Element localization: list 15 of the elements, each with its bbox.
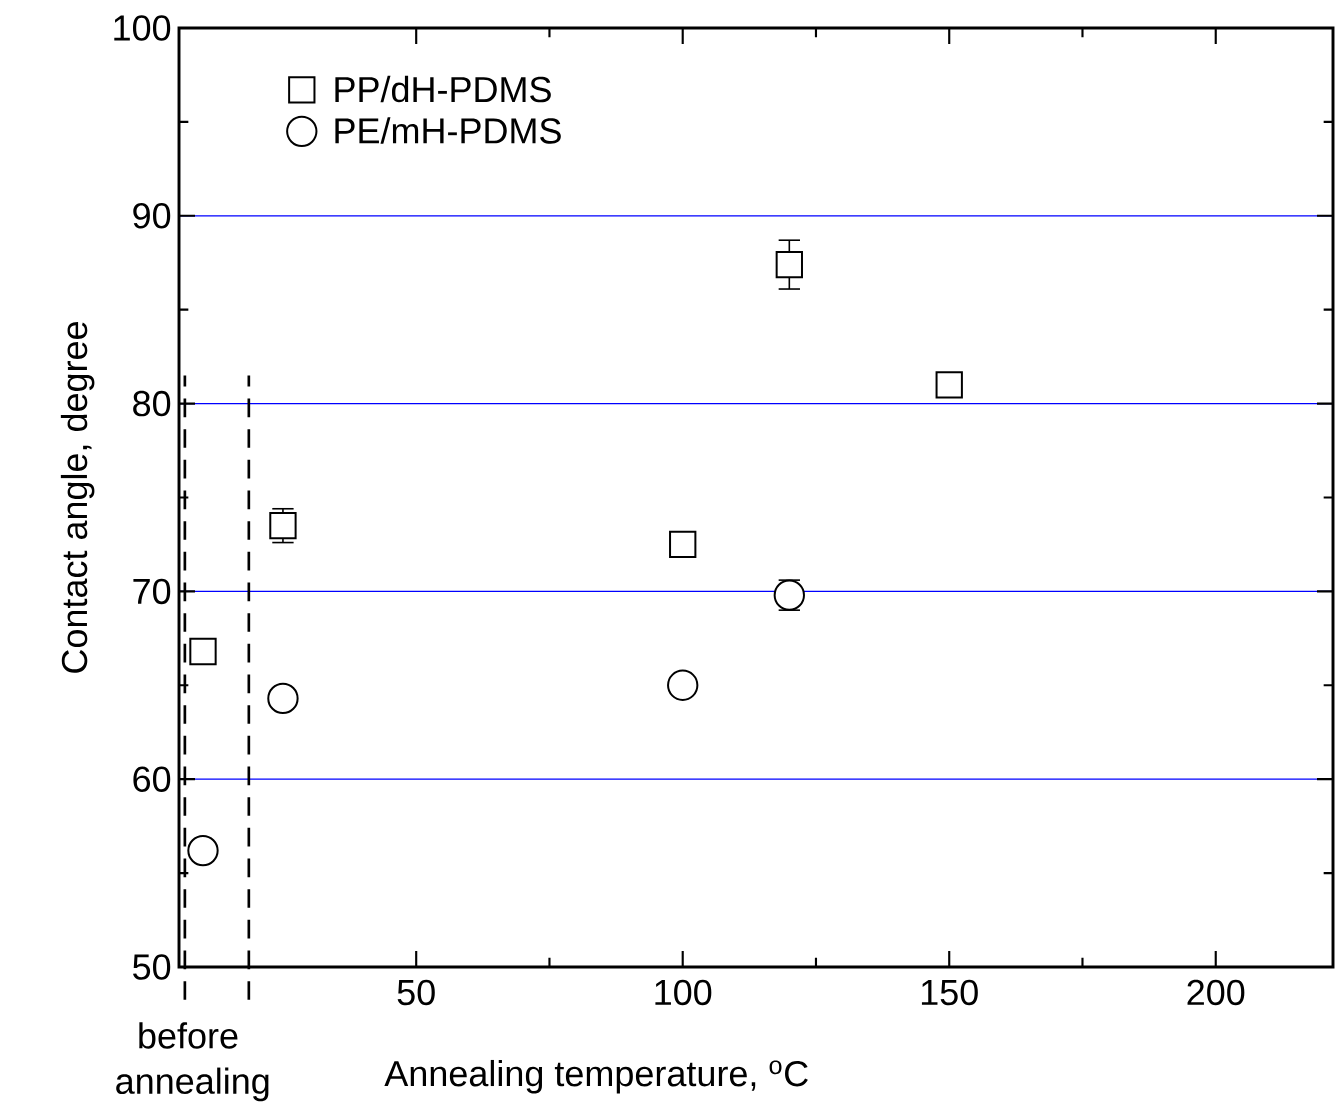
- y-axis-title: Contact angle, degree: [60, 322, 95, 673]
- x-tick-label: 50: [397, 979, 435, 1006]
- y-tick-label: 70: [133, 578, 171, 605]
- y-tick-label: 50: [133, 954, 171, 980]
- y-tick-label: 100: [114, 15, 171, 41]
- y-tick-label: 80: [133, 390, 171, 417]
- text: before annealing: [116, 1022, 269, 1102]
- y-tick-label: 60: [133, 766, 171, 792]
- x-tick-label: 150: [921, 979, 978, 1006]
- x-axis-title: Annealing temperature, $^{o}$C: [384, 1059, 808, 1094]
- x-tick-label: 100: [655, 979, 712, 1006]
- legend-label: PP/dH-PDMS: [335, 75, 551, 103]
- x-tick-label: 200: [1187, 979, 1245, 1006]
- y-tick-label: 90: [133, 203, 171, 229]
- legend-label: PE/mH-PDMS: [335, 117, 561, 144]
